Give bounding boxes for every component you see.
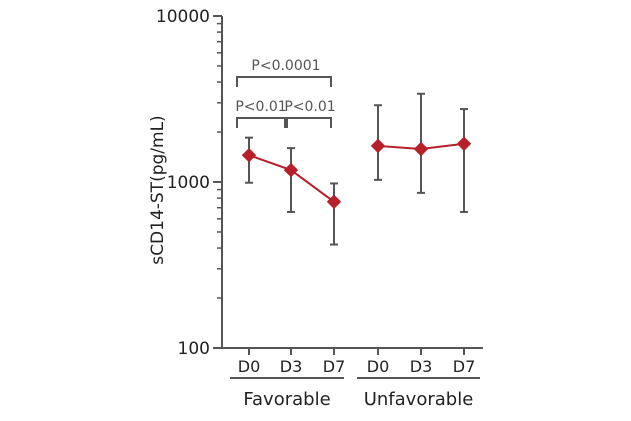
p-value-label: P<0.01 bbox=[284, 99, 335, 115]
series-lines-layer bbox=[248, 142, 465, 203]
significance-bracket bbox=[286, 117, 332, 128]
x-category-label: D7 bbox=[453, 357, 476, 376]
y-axis-title: sCD14-ST(pg/mL) bbox=[148, 115, 168, 264]
y-tick-label: 10000 bbox=[156, 7, 210, 27]
significance-bracket bbox=[236, 76, 332, 87]
significance-brackets bbox=[236, 76, 332, 128]
data-point-diamond bbox=[456, 136, 472, 151]
p-value-label: P<0.01 bbox=[235, 99, 286, 115]
x-category-label: D3 bbox=[280, 357, 303, 376]
group-label: Favorable bbox=[243, 389, 330, 410]
data-point-diamond bbox=[326, 194, 342, 209]
data-point-diamond bbox=[370, 138, 386, 154]
data-point-diamond bbox=[283, 162, 299, 178]
x-category-label: D7 bbox=[323, 357, 346, 376]
error-bars-layer bbox=[245, 92, 468, 246]
y-tick-label: 1000 bbox=[167, 173, 210, 193]
significance-bracket bbox=[236, 117, 286, 128]
p-value-label: P<0.0001 bbox=[251, 58, 320, 74]
x-category-label: D0 bbox=[238, 357, 261, 376]
data-points-layer bbox=[241, 136, 472, 209]
axes-layer bbox=[213, 15, 483, 379]
x-category-label: D0 bbox=[367, 357, 390, 376]
group-label: Unfavorable bbox=[364, 389, 474, 410]
labels-layer: 100 1000 10000 sCD14-ST(pg/mL) D0 D3 D7 Favorab… bbox=[148, 7, 475, 410]
data-point-diamond bbox=[241, 148, 257, 163]
x-category-label: D3 bbox=[410, 357, 433, 376]
y-tick-label: 100 bbox=[178, 339, 210, 359]
data-point-diamond bbox=[413, 141, 429, 157]
